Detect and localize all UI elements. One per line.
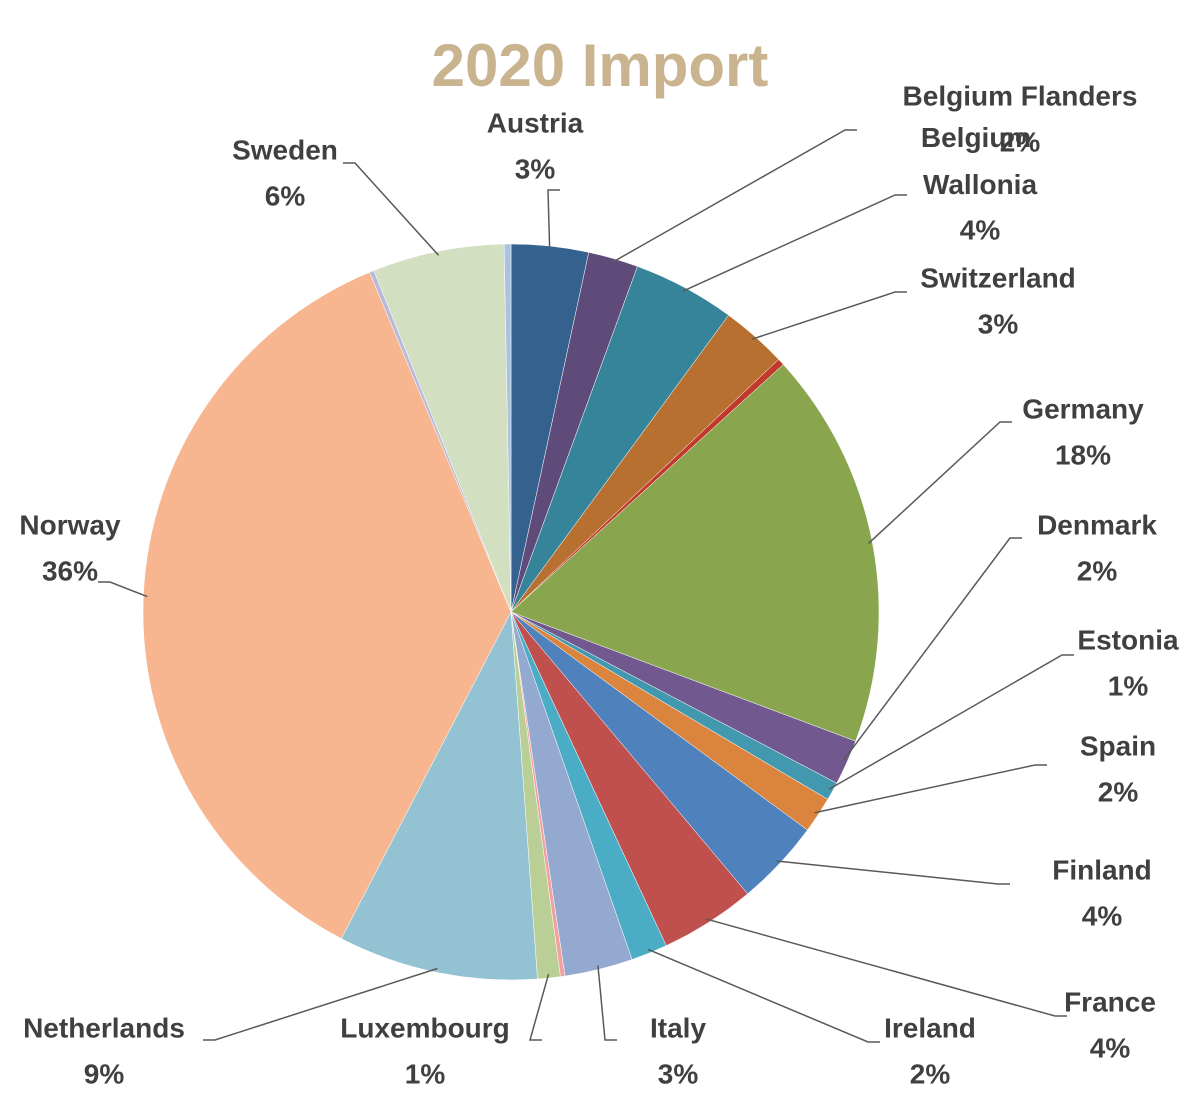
leader-line [597, 965, 617, 1041]
slice-value-label: 1% [1108, 670, 1149, 701]
slice-label: Germany [1022, 393, 1144, 424]
slice-value-label: 4% [1082, 900, 1123, 931]
leader-line [203, 967, 438, 1041]
slice-label: Spain [1080, 730, 1156, 761]
leader-line [343, 162, 440, 256]
slice-label-line: Wallonia [923, 169, 1038, 200]
pie-slice [503, 243, 512, 613]
slice-label: Austria [487, 107, 584, 138]
slice-label: Ireland [884, 1012, 976, 1043]
slice-value-label: 2% [910, 1058, 951, 1089]
slice-value-label: 1% [405, 1058, 446, 1089]
slice-label: Sweden [232, 134, 338, 165]
slice-label: Belgium Wallonia [921, 122, 1039, 200]
leader-line [611, 129, 857, 264]
leader-line [647, 948, 880, 1043]
slice-label: Luxembourg [340, 1012, 510, 1043]
slice-value-label: 4% [1090, 1032, 1131, 1063]
slice-value-label: 3% [658, 1058, 699, 1089]
leader-line [547, 189, 560, 251]
leader-line [867, 421, 1012, 544]
leader-line [751, 291, 907, 340]
slice-label: Finland [1052, 854, 1152, 885]
slice-label: Estonia [1077, 624, 1179, 655]
slice-value-label: 6% [265, 180, 306, 211]
slice-value-label: 2% [1077, 555, 1118, 586]
leader-line [682, 194, 907, 292]
leader-line [814, 764, 1047, 814]
pie-slice [340, 611, 538, 981]
slice-value-label: 9% [84, 1058, 125, 1089]
slice-label: Belgium Flanders [903, 80, 1138, 111]
chart-title: 2020 Import [432, 32, 769, 99]
leader-line [98, 581, 148, 598]
slice-value-label: 3% [515, 153, 556, 184]
pie-slice [142, 271, 512, 939]
pie-slice [510, 364, 880, 742]
slice-value-label: 36% [42, 555, 98, 586]
slice-label: Netherlands [23, 1012, 185, 1043]
slice-value-label: 18% [1055, 439, 1111, 470]
slice-label: Denmark [1037, 509, 1157, 540]
pie-slice [373, 243, 512, 613]
leader-line [776, 860, 1010, 885]
leader-line [842, 537, 1022, 762]
slice-value-label: 2% [1098, 776, 1139, 807]
slice-value-label: 2% [1000, 126, 1041, 157]
slice-value-label: 3% [978, 308, 1019, 339]
slice-label: Norway [19, 509, 121, 540]
leader-line [529, 973, 550, 1041]
leader-line [828, 654, 1074, 791]
slice-label: Italy [650, 1012, 706, 1043]
slice-label-line: Belgium [921, 122, 1039, 153]
leader-line [706, 918, 1067, 1017]
slice-value-label: 4% [960, 214, 1001, 245]
slice-label: Switzerland [920, 262, 1076, 293]
slice-label: France [1064, 986, 1156, 1017]
